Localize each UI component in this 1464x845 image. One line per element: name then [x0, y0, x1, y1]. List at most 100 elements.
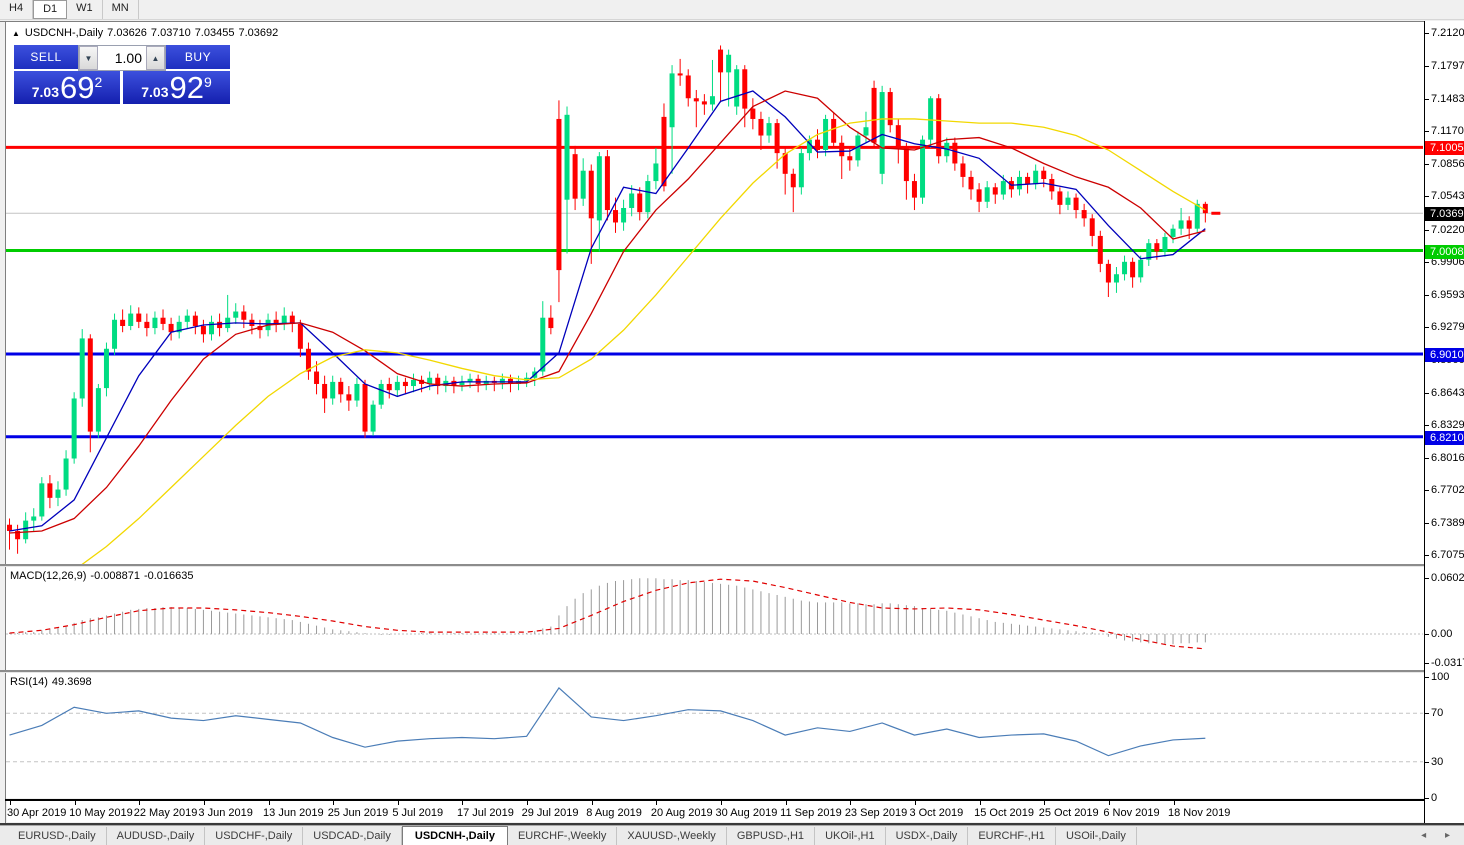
main-chart-svg[interactable]	[6, 22, 1423, 564]
rsi-axis-label: 30	[1431, 755, 1444, 768]
time-axis-label: 29 Jul 2019	[521, 807, 579, 819]
chart-tab-eurusd-daily[interactable]: EURUSD-,Daily	[8, 827, 107, 845]
time-axis-tick	[1173, 801, 1175, 805]
chart-tab-eurchf-h1[interactable]: EURCHF-,H1	[968, 827, 1056, 845]
chart-tab-usdcad-daily[interactable]: USDCAD-,Daily	[303, 827, 402, 845]
price-axis-tick	[1425, 262, 1429, 264]
time-axis-label: 11 Sep 2019	[780, 807, 842, 819]
price-axis-label: 6.99065	[1431, 256, 1464, 269]
macd-indicator-pane[interactable]	[6, 567, 1424, 670]
ma-fast-line	[9, 90, 1206, 532]
rsi-label: RSI(14) 49.3698	[10, 676, 92, 688]
time-axis-label: 18 Nov 2019	[1168, 807, 1231, 819]
rsi-chart-svg[interactable]	[6, 673, 1423, 798]
volume-input[interactable]	[98, 46, 146, 70]
time-axis-label: 10 May 2019	[69, 807, 133, 819]
timeframe-h4-button[interactable]: H4	[0, 0, 34, 19]
chart-tab-usdcnh-daily[interactable]: USDCNH-,Daily	[401, 826, 508, 845]
chart-tab-eurchf-weekly[interactable]: EURCHF-,Weekly	[508, 827, 618, 845]
ma-slow-line	[81, 118, 1206, 564]
volume-stepper: ▼ ▲	[78, 45, 166, 71]
pane-resize-separator[interactable]	[0, 564, 1464, 567]
price-axis-label: 7.17970	[1431, 60, 1464, 73]
ohlc-low: 7.03455	[194, 27, 235, 39]
chart-expand-icon[interactable]: ▲	[12, 29, 20, 38]
chart-tab-xauusd-weekly[interactable]: XAUUSD-,Weekly	[617, 827, 727, 845]
rsi-axis-label: 100	[1431, 671, 1450, 683]
price-axis-tick	[1425, 131, 1429, 133]
time-axis-tick	[1108, 801, 1110, 805]
price-axis-tick	[1425, 66, 1429, 68]
timeframe-w1-button[interactable]: W1	[67, 0, 103, 19]
time-axis-tick	[721, 801, 723, 805]
time-axis-tick	[656, 801, 658, 805]
chart-window-border-top	[0, 21, 1464, 22]
price-axis-label: 6.86430	[1431, 386, 1464, 399]
time-axis-tick	[527, 801, 529, 805]
sell-button[interactable]: SELL	[14, 45, 78, 71]
price-axis-tick	[1425, 33, 1429, 34]
volume-decrease-icon[interactable]: ▼	[79, 46, 98, 70]
price-axis-label: 7.14835	[1431, 92, 1464, 105]
time-axis-label: 22 May 2019	[133, 807, 198, 819]
chart-tab-usoil-daily[interactable]: USOil-,Daily	[1056, 827, 1137, 845]
rsi-axis-tick	[1425, 761, 1429, 763]
price-axis-tick	[1425, 425, 1429, 427]
time-axis-tick	[74, 801, 76, 805]
buy-price-display[interactable]: 7.03 92 9	[123, 69, 230, 105]
price-axis-label: 7.08565	[1431, 157, 1464, 170]
timeframe-mn-button[interactable]: MN	[103, 0, 139, 19]
rsi-indicator-pane[interactable]	[6, 673, 1424, 798]
time-axis-label: 25 Oct 2019	[1038, 807, 1099, 819]
price-axis-label: 6.73890	[1431, 516, 1464, 529]
price-axis-label: 6.77025	[1431, 484, 1464, 497]
price-axis-tick	[1425, 229, 1429, 231]
macd-histogram	[9, 578, 1206, 645]
macd-axis-tick	[1425, 634, 1429, 635]
chart-tab-gbpusd-h1[interactable]: GBPUSD-,H1	[727, 827, 816, 845]
price-level-badge: 7.03692	[1425, 207, 1464, 222]
time-axis-label: 20 Aug 2019	[650, 807, 713, 819]
rsi-axis-label: 70	[1431, 707, 1444, 720]
sell-price-big: 69	[59, 69, 95, 105]
time-axis-tick	[979, 801, 981, 805]
rsi-axis-tick	[1425, 677, 1429, 678]
time-axis-tick	[333, 801, 335, 805]
ohlc-close: 7.03692	[238, 27, 279, 39]
chart-tab-ukoil-h1[interactable]: UKOil-,H1	[815, 827, 886, 845]
pane-resize-separator[interactable]	[0, 670, 1464, 673]
macd-axis-label: 0.060273	[1431, 572, 1464, 584]
price-level-badge: 6.90100	[1425, 347, 1464, 362]
timeframe-d1-button[interactable]: D1	[33, 0, 68, 19]
time-axis-tick	[785, 801, 787, 805]
macd-chart-svg[interactable]	[6, 567, 1423, 670]
chart-tab-usdchf-daily[interactable]: USDCHF-,Daily	[205, 827, 304, 845]
tab-scroll-arrows[interactable]: ◂ ▸	[1421, 830, 1458, 841]
main-price-pane[interactable]	[6, 22, 1424, 564]
time-axis-label: 3 Jun 2019	[198, 807, 253, 819]
time-axis-label: 5 Jul 2019	[392, 807, 444, 819]
time-axis-label: 23 Sep 2019	[844, 807, 908, 819]
time-axis-tick	[1044, 801, 1046, 805]
buy-price-big: 92	[169, 69, 204, 105]
chart-tab-usdx-daily[interactable]: USDX-,Daily	[886, 827, 969, 845]
macd-axis-tick	[1425, 663, 1429, 665]
buy-button[interactable]: BUY	[166, 45, 230, 71]
price-axis-label: 7.21200	[1431, 27, 1464, 39]
macd-axis-tick	[1425, 578, 1429, 579]
rsi-axis-tick	[1425, 713, 1429, 715]
price-axis-tick	[1425, 98, 1429, 100]
chart-tab-bar: EURUSD-,Daily AUDUSD-,Daily USDCHF-,Daily U…	[0, 825, 1464, 845]
chart-tab-audusd-daily[interactable]: AUDUSD-,Daily	[107, 827, 206, 845]
volume-increase-icon[interactable]: ▲	[146, 46, 165, 70]
price-axis[interactable]: 7.21200 7.17970 7.14835 7.11700 7.08565 7.054…	[1424, 21, 1464, 823]
sell-price-display[interactable]: 7.03 69 2	[14, 69, 120, 105]
macd-signal-line	[9, 578, 1206, 650]
price-axis-tick	[1425, 196, 1429, 198]
chart-window-border-left	[5, 21, 6, 823]
candles-layer	[7, 45, 1208, 554]
time-axis-tick	[139, 801, 141, 805]
time-axis[interactable]: 30 Apr 2019 10 May 2019 22 May 2019 3 Jun 2…	[7, 801, 1424, 822]
time-axis-label: 13 Jun 2019	[263, 807, 324, 819]
